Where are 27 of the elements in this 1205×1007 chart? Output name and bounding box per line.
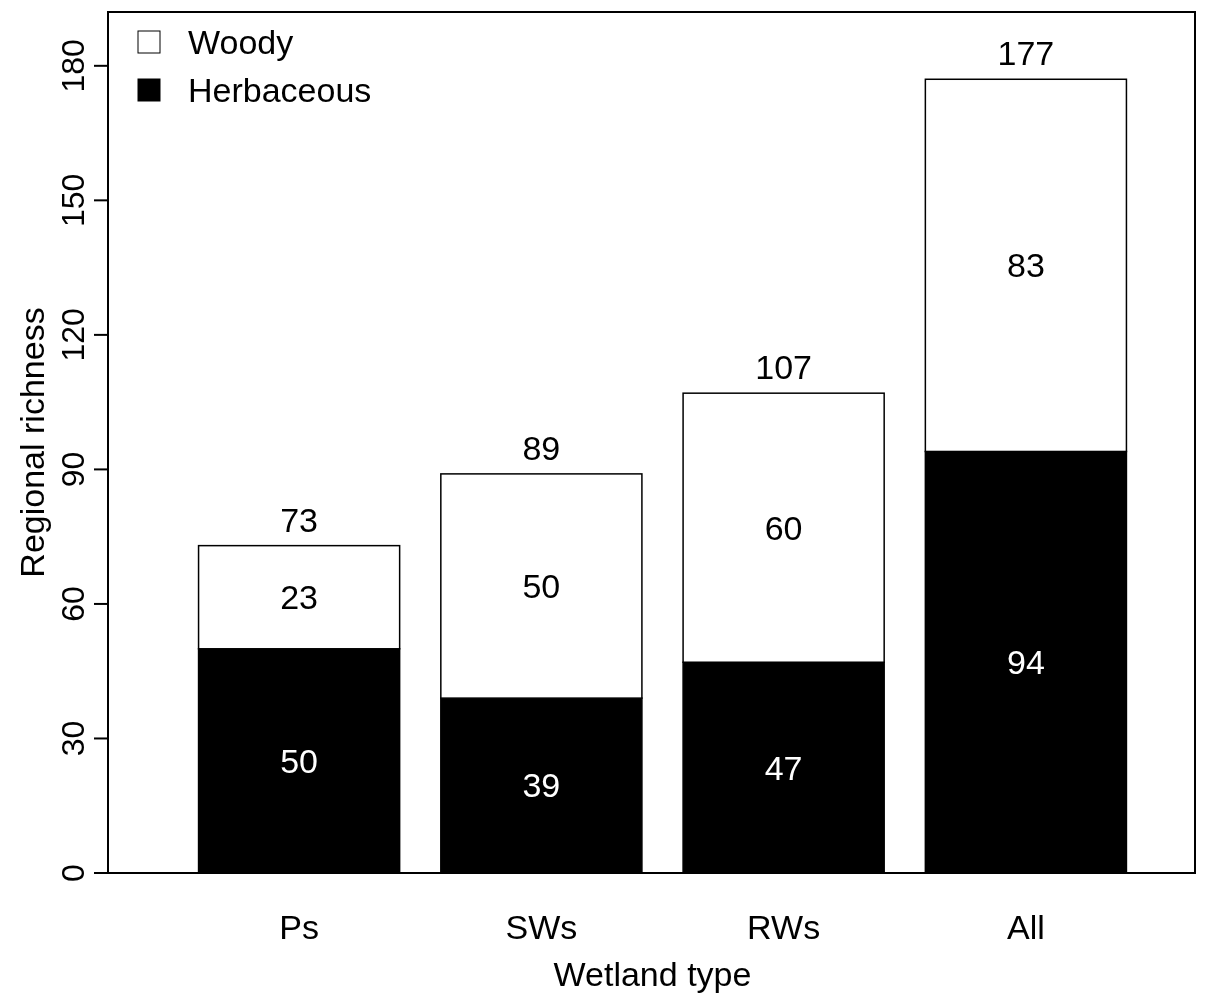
x-tick-label: RWs <box>747 908 821 946</box>
total-label: 177 <box>997 34 1055 73</box>
data-label: 23 <box>280 578 319 617</box>
data-label: 94 <box>1006 643 1045 682</box>
total-label: 107 <box>755 348 812 387</box>
y-tick-label: 150 <box>55 173 91 228</box>
y-tick-label: 60 <box>55 586 91 622</box>
data-label: 39 <box>522 766 561 805</box>
x-tick-label: All <box>1007 908 1045 946</box>
y-tick-label: 180 <box>55 39 91 93</box>
data-label: 50 <box>522 566 561 605</box>
legend-label: Woody <box>188 22 294 61</box>
total-label: 73 <box>280 500 319 539</box>
data-label: 83 <box>1006 246 1045 285</box>
y-axis-title: Regional richness <box>13 307 51 578</box>
data-label: 60 <box>764 508 803 547</box>
data-label: 47 <box>764 748 803 787</box>
y-tick-label: 120 <box>55 308 91 362</box>
total-label: 89 <box>522 428 561 467</box>
x-axis-title: Wetland type <box>553 955 752 993</box>
y-tick-label: 0 <box>55 864 91 882</box>
y-tick-label: 90 <box>55 451 91 488</box>
data-label: 50 <box>280 741 319 780</box>
x-tick-label: Ps <box>279 908 319 946</box>
y-tick-label: 30 <box>55 720 91 757</box>
x-tick-label: SWs <box>505 908 578 946</box>
legend-label: Herbaceous <box>188 70 372 109</box>
